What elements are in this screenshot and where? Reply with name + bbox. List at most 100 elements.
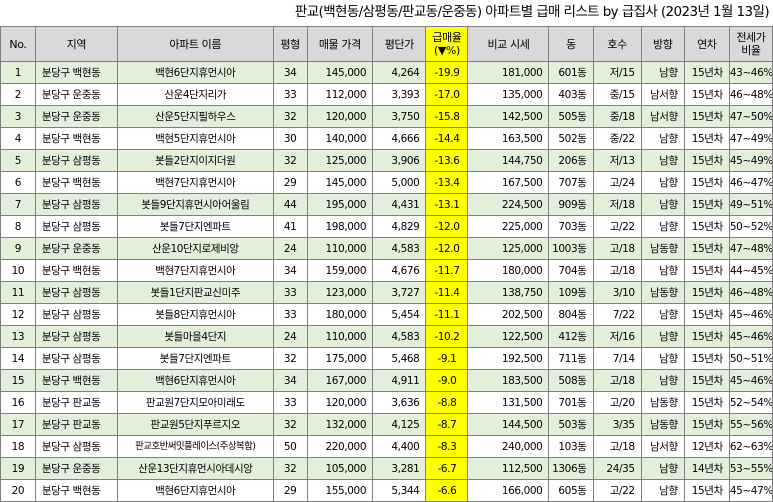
cell-compare[interactable]: 144,500: [467, 413, 550, 436]
cell-dir[interactable]: 남동향: [640, 391, 685, 414]
table-row[interactable]: 6 분당구 백현동 백현7단지휴먼시아 29 145,000 5,000 -13.4 167,…: [0, 171, 773, 194]
cell-price[interactable]: 195,000: [306, 193, 374, 216]
cell-per-pyeong[interactable]: 3,906: [372, 149, 427, 172]
cell-apt[interactable]: 판교원7단지모아미래도: [116, 391, 274, 414]
col-header-region[interactable]: 지역: [34, 26, 118, 62]
cell-pyeong[interactable]: 32: [272, 457, 308, 480]
table-row[interactable]: 20 분당구 백현동 백현6단지휴먼시아 29 155,000 5,344 -6.6 166,…: [0, 479, 773, 502]
cell-pyeong[interactable]: 34: [272, 369, 308, 392]
cell-dir[interactable]: 남향: [640, 127, 685, 150]
cell-pyeong[interactable]: 32: [272, 105, 308, 128]
cell-per-pyeong[interactable]: 5,468: [372, 347, 427, 370]
cell-region[interactable]: 분당구 삼평동: [34, 215, 118, 238]
cell-pyeong[interactable]: 24: [272, 237, 308, 260]
cell-jeonse[interactable]: 45~46%: [728, 303, 773, 326]
cell-region[interactable]: 분당구 삼평동: [34, 325, 118, 348]
cell-ho[interactable]: 고/22: [592, 215, 642, 238]
cell-ho[interactable]: 고/22: [592, 479, 642, 502]
cell-region[interactable]: 분당구 운중동: [34, 237, 118, 260]
cell-ho[interactable]: 24/35: [592, 457, 642, 480]
cell-ho[interactable]: 3/10: [592, 281, 642, 304]
cell-jeonse[interactable]: 45~46%: [728, 369, 773, 392]
cell-discount[interactable]: -13.4: [425, 171, 469, 194]
cell-dir[interactable]: 남향: [640, 369, 685, 392]
cell-jeonse[interactable]: 50~51%: [728, 347, 773, 370]
cell-apt[interactable]: 봇들1단지판교신미주: [116, 281, 274, 304]
table-row[interactable]: 1 분당구 백현동 백현6단지휴먼시아 34 145,000 4,264 -19.9 181,…: [0, 61, 773, 84]
cell-year[interactable]: 15년차: [683, 237, 730, 260]
col-header-discount[interactable]: 급매율 (▼%): [425, 26, 469, 62]
cell-dong[interactable]: 704동: [548, 259, 594, 282]
cell-jeonse[interactable]: 55~56%: [728, 413, 773, 436]
col-header-dong[interactable]: 동: [548, 26, 594, 62]
cell-compare[interactable]: 192,500: [467, 347, 550, 370]
cell-per-pyeong[interactable]: 4,829: [372, 215, 427, 238]
cell-apt[interactable]: 백현5단지휴먼시아: [116, 127, 274, 150]
cell-compare[interactable]: 144,750: [467, 149, 550, 172]
cell-year[interactable]: 15년차: [683, 215, 730, 238]
cell-ho[interactable]: 중/15: [592, 83, 642, 106]
cell-no[interactable]: 16: [0, 391, 36, 414]
table-row[interactable]: 2 분당구 운중동 산운4단지리가 33 112,000 3,393 -17.0 135,00…: [0, 83, 773, 106]
cell-compare[interactable]: 131,500: [467, 391, 550, 414]
cell-compare[interactable]: 135,000: [467, 83, 550, 106]
cell-dong[interactable]: 701동: [548, 391, 594, 414]
cell-ho[interactable]: 중/18: [592, 105, 642, 128]
cell-region[interactable]: 분당구 백현동: [34, 479, 118, 502]
cell-jeonse[interactable]: 53~55%: [728, 457, 773, 480]
cell-discount[interactable]: -11.7: [425, 259, 469, 282]
cell-pyeong[interactable]: 32: [272, 149, 308, 172]
cell-dir[interactable]: 남향: [640, 61, 685, 84]
cell-jeonse[interactable]: 45~46%: [728, 325, 773, 348]
cell-year[interactable]: 15년차: [683, 105, 730, 128]
cell-pyeong[interactable]: 33: [272, 391, 308, 414]
cell-apt[interactable]: 봇들7단지엔파트: [116, 347, 274, 370]
cell-apt[interactable]: 백현7단지휴먼시아: [116, 171, 274, 194]
col-header-pyeong[interactable]: 평형: [272, 26, 308, 62]
cell-pyeong[interactable]: 44: [272, 193, 308, 216]
cell-region[interactable]: 분당구 삼평동: [34, 435, 118, 458]
cell-dong[interactable]: 403동: [548, 83, 594, 106]
cell-ho[interactable]: 저/16: [592, 325, 642, 348]
cell-region[interactable]: 분당구 삼평동: [34, 149, 118, 172]
table-row[interactable]: 13 분당구 삼평동 봇들마을4단지 24 110,000 4,583 -10.2 122,5…: [0, 325, 773, 348]
cell-dong[interactable]: 502동: [548, 127, 594, 150]
cell-apt[interactable]: 판교원5단지푸르지오: [116, 413, 274, 436]
cell-dong[interactable]: 206동: [548, 149, 594, 172]
cell-price[interactable]: 112,000: [306, 83, 374, 106]
col-header-compare[interactable]: 비교 시세: [467, 26, 550, 62]
cell-per-pyeong[interactable]: 4,431: [372, 193, 427, 216]
cell-dong[interactable]: 109동: [548, 281, 594, 304]
cell-dong[interactable]: 909동: [548, 193, 594, 216]
cell-price[interactable]: 145,000: [306, 61, 374, 84]
cell-per-pyeong[interactable]: 4,264: [372, 61, 427, 84]
cell-apt[interactable]: 백현7단지휴먼시아: [116, 259, 274, 282]
cell-dong[interactable]: 1306동: [548, 457, 594, 480]
cell-no[interactable]: 5: [0, 149, 36, 172]
cell-ho[interactable]: 저/18: [592, 193, 642, 216]
cell-year[interactable]: 15년차: [683, 325, 730, 348]
cell-dong[interactable]: 605동: [548, 479, 594, 502]
cell-region[interactable]: 분당구 운중동: [34, 105, 118, 128]
cell-no[interactable]: 20: [0, 479, 36, 502]
cell-no[interactable]: 11: [0, 281, 36, 304]
cell-compare[interactable]: 224,500: [467, 193, 550, 216]
cell-jeonse[interactable]: 45~47%: [728, 479, 773, 502]
cell-pyeong[interactable]: 34: [272, 259, 308, 282]
table-row[interactable]: 19 분당구 운중동 산운13단지휴먼시아데시앙 32 105,000 3,281 -6.7…: [0, 457, 773, 480]
cell-price[interactable]: 175,000: [306, 347, 374, 370]
cell-no[interactable]: 3: [0, 105, 36, 128]
cell-apt[interactable]: 산운13단지휴먼시아데시앙: [116, 457, 274, 480]
cell-ho[interactable]: 3/35: [592, 413, 642, 436]
cell-price[interactable]: 110,000: [306, 237, 374, 260]
cell-price[interactable]: 220,000: [306, 435, 374, 458]
cell-pyeong[interactable]: 50: [272, 435, 308, 458]
cell-dong[interactable]: 503동: [548, 413, 594, 436]
table-row[interactable]: 15 분당구 백현동 백현6단지휴먼시아 34 167,000 4,911 -9.0 183,…: [0, 369, 773, 392]
cell-ho[interactable]: 고/18: [592, 259, 642, 282]
cell-price[interactable]: 125,000: [306, 149, 374, 172]
cell-no[interactable]: 19: [0, 457, 36, 480]
cell-discount[interactable]: -14.4: [425, 127, 469, 150]
cell-discount[interactable]: -15.8: [425, 105, 469, 128]
cell-ho[interactable]: 고/18: [592, 369, 642, 392]
